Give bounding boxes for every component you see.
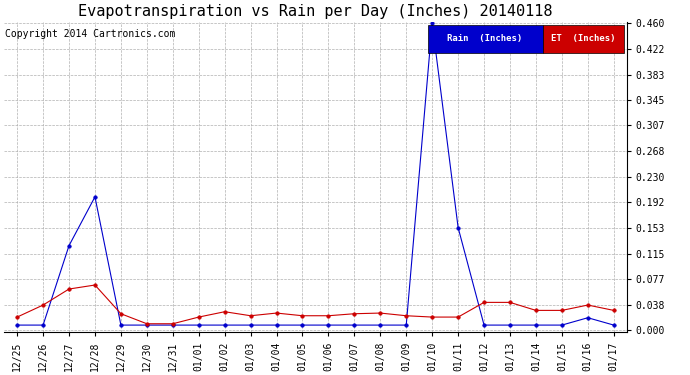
FancyBboxPatch shape xyxy=(428,25,542,53)
FancyBboxPatch shape xyxy=(542,25,624,53)
Title: Evapotranspiration vs Rain per Day (Inches) 20140118: Evapotranspiration vs Rain per Day (Inch… xyxy=(78,4,553,19)
Text: ET  (Inches): ET (Inches) xyxy=(551,34,615,43)
Text: Copyright 2014 Cartronics.com: Copyright 2014 Cartronics.com xyxy=(5,30,175,39)
Text: Rain  (Inches): Rain (Inches) xyxy=(448,34,523,43)
